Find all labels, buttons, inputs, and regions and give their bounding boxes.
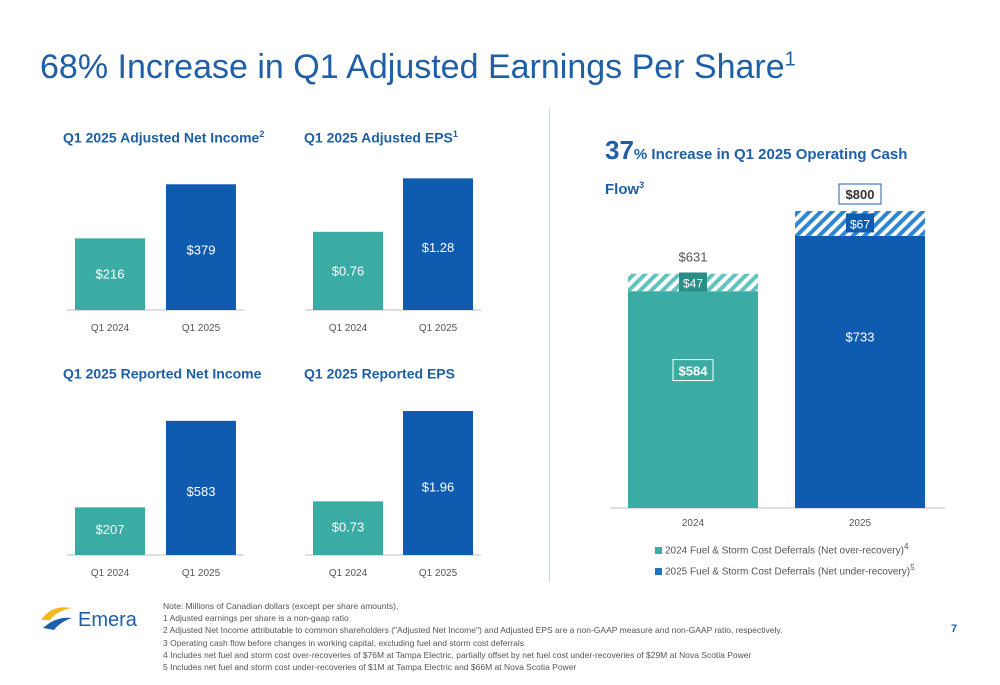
tick-label: Q1 2024 [329,323,368,334]
tick-label: Q1 2024 [91,323,130,334]
tick-label: Q1 2025 [182,568,221,579]
tick-label: 2025 [849,518,872,529]
bar-deferral-2024 [628,273,758,292]
bar-q1-2025 [166,184,236,310]
page-number: 7 [951,623,958,635]
main-data-label: $584 [679,364,709,379]
tick-label: Q1 2024 [329,568,368,579]
legend-item-2024: 2024 Fuel & Storm Cost Deferrals (Net ov… [655,542,908,556]
panel-title: Q1 2025 Reported EPS [304,365,455,382]
tick-label: Q1 2025 [419,323,458,334]
bar-q1-2024 [313,501,383,555]
footnote-line: 4 Includes net fuel and storm cost over-… [163,649,752,660]
data-label: $0.73 [332,519,365,534]
footnote-line: 5 Includes net fuel and storm cost under… [163,662,577,673]
panel-title: Q1 2025 Adjusted EPS1 [304,129,458,146]
deferral-data-label: $67 [850,217,870,231]
deferral-data-label: $47 [683,276,703,290]
deferral-label-box [846,213,874,233]
bar-q1-2025 [403,411,473,555]
tick-label: Q1 2025 [419,568,458,579]
tick-label: 2024 [682,518,705,529]
footnote-line: 2 Adjusted Net Income attributable to co… [163,625,783,636]
bar-q1-2025 [166,420,236,555]
data-label: $207 [96,522,125,537]
data-label: $1.96 [422,480,455,495]
emera-logo: Emera [38,598,138,638]
emera-logo-icon: Emera [41,607,138,631]
data-label: $1.28 [422,240,455,255]
bar-main-2024 [628,291,758,508]
page-title: 68% Increase in Q1 Adjusted Earnings Per… [40,48,796,86]
bar-deferral-2025 [795,211,925,236]
footnote-line: Note: Millions of Canadian dollars (exce… [163,601,399,611]
panel-title: Q1 2025 Adjusted Net Income2 [63,129,265,146]
main-data-label: $733 [846,329,875,344]
legend-item-2025: 2025 Fuel & Storm Cost Deferrals (Net un… [655,563,915,577]
logo-text: Emera [78,609,138,631]
deferral-label-box [679,272,707,292]
vertical-divider [549,108,550,582]
data-label: $379 [187,243,216,258]
bar-q1-2024 [75,238,145,310]
total-data-label: $631 [679,250,708,265]
legend-swatch-hatch-blue [655,568,662,576]
operating-cash-flow-title: 37% Increase in Q1 2025 Operating Cash F… [605,135,908,198]
data-label: $0.76 [332,264,365,279]
main-label-box [672,359,714,382]
tick-label: Q1 2025 [182,323,221,334]
bar-q1-2024 [313,231,383,310]
panel-title: Q1 2025 Reported Net Income [63,365,262,382]
legend-swatch-hatch-teal [655,547,662,555]
data-label: $583 [187,484,216,499]
footnote-line: 1 Adjusted earnings per share is a non-g… [163,613,349,624]
data-label: $216 [96,266,125,281]
footnote-line: 3 Operating cash flow before changes in … [163,637,524,648]
tick-label: Q1 2024 [91,568,130,579]
bar-main-2025 [795,235,925,508]
footnotes: Note: Millions of Canadian dollars (exce… [163,600,782,673]
bar-q1-2024 [75,507,145,555]
bar-q1-2025 [403,178,473,310]
